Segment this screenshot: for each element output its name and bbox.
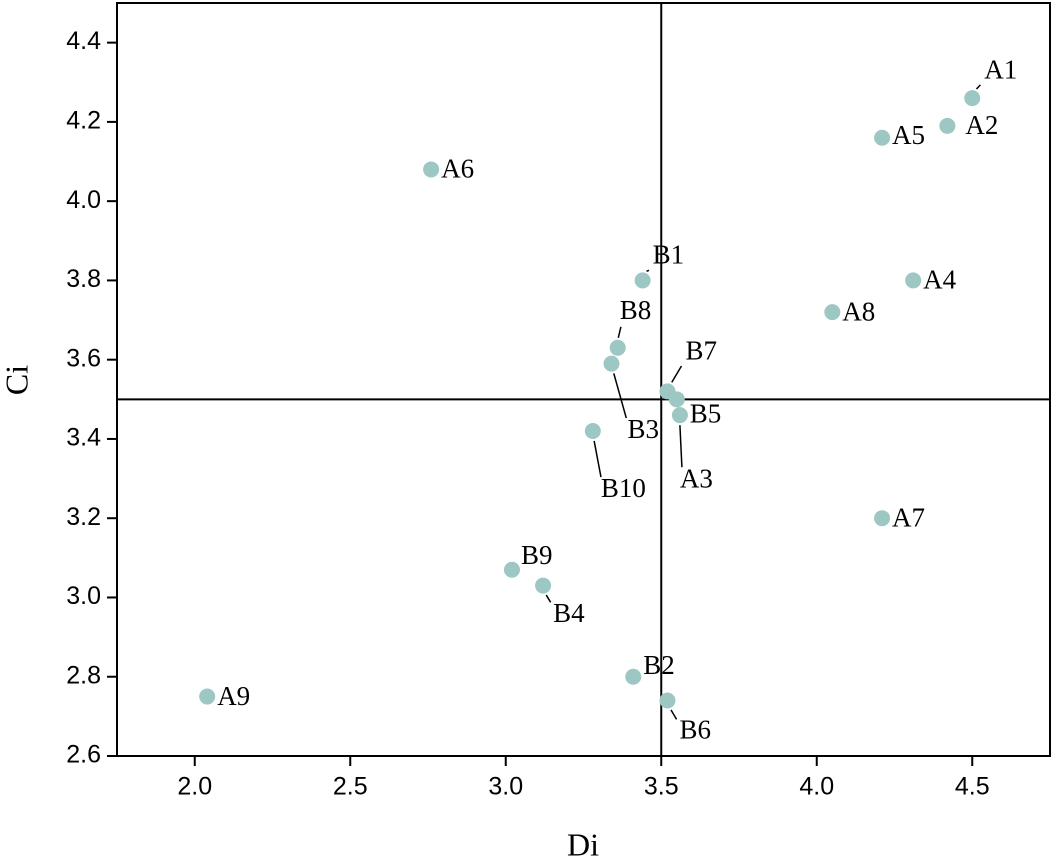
- x-tick-label: 3.0: [488, 773, 523, 801]
- point: [905, 272, 922, 289]
- y-tick-label: 3.2: [66, 503, 101, 531]
- point: [668, 391, 685, 408]
- point-label: B6: [679, 715, 711, 745]
- point-label: A4: [923, 265, 956, 295]
- point: [824, 304, 841, 321]
- y-tick-label: 3.6: [66, 344, 101, 372]
- leader-line: [593, 440, 602, 478]
- point: [584, 423, 601, 440]
- point: [659, 692, 676, 709]
- point-label: B4: [553, 598, 585, 628]
- point-label: A5: [892, 120, 925, 150]
- point: [939, 117, 956, 134]
- y-tick-label: 4.0: [66, 186, 101, 214]
- x-tick-label: 4.5: [955, 773, 990, 801]
- y-axis-title: Ci: [0, 365, 34, 395]
- point-label: A8: [842, 296, 875, 326]
- point: [625, 668, 642, 685]
- leader-line: [975, 84, 981, 90]
- y-tick-label: 4.4: [66, 27, 101, 55]
- x-axis-title: Di: [567, 826, 599, 862]
- point-label: B8: [620, 295, 652, 325]
- y-tick-label: 2.8: [66, 661, 101, 689]
- point-label: A1: [984, 54, 1017, 84]
- point-label: B9: [521, 540, 553, 570]
- leader-line: [613, 373, 628, 419]
- leader-line: [679, 425, 683, 468]
- point: [874, 510, 891, 527]
- point-label: B10: [601, 473, 646, 503]
- y-tick-label: 3.0: [66, 582, 101, 610]
- y-tick-label: 4.2: [66, 107, 101, 135]
- x-tick-label: 2.0: [177, 773, 212, 801]
- point-label: B5: [690, 399, 722, 429]
- plot-frame: [116, 2, 1051, 757]
- point-label: B3: [627, 414, 659, 444]
- point-label: A3: [680, 463, 713, 493]
- point: [199, 688, 216, 705]
- point-label: B1: [653, 240, 685, 270]
- point-label: B2: [643, 650, 675, 680]
- point: [603, 355, 620, 372]
- point-label: A9: [217, 681, 250, 711]
- point: [671, 407, 688, 424]
- point-label: A7: [892, 502, 925, 532]
- x-tick-label: 4.0: [799, 773, 834, 801]
- point: [503, 561, 520, 578]
- point: [964, 90, 981, 107]
- leader-line: [545, 594, 552, 603]
- y-tick-label: 2.6: [66, 741, 101, 769]
- point-label: A6: [441, 154, 474, 184]
- y-tick-label: 3.8: [66, 265, 101, 293]
- point: [423, 161, 440, 178]
- x-tick-label: 3.5: [644, 773, 679, 801]
- leader-line: [617, 326, 622, 338]
- point: [634, 272, 651, 289]
- point: [874, 129, 891, 146]
- point: [609, 339, 626, 356]
- leader-line: [671, 365, 683, 383]
- leader-line: [670, 709, 678, 720]
- point-label: B7: [685, 336, 717, 366]
- point-label: A2: [965, 110, 998, 140]
- x-tick-label: 2.5: [333, 773, 368, 801]
- leader-line: [646, 269, 650, 272]
- y-tick-label: 3.4: [66, 424, 101, 452]
- point: [535, 577, 552, 594]
